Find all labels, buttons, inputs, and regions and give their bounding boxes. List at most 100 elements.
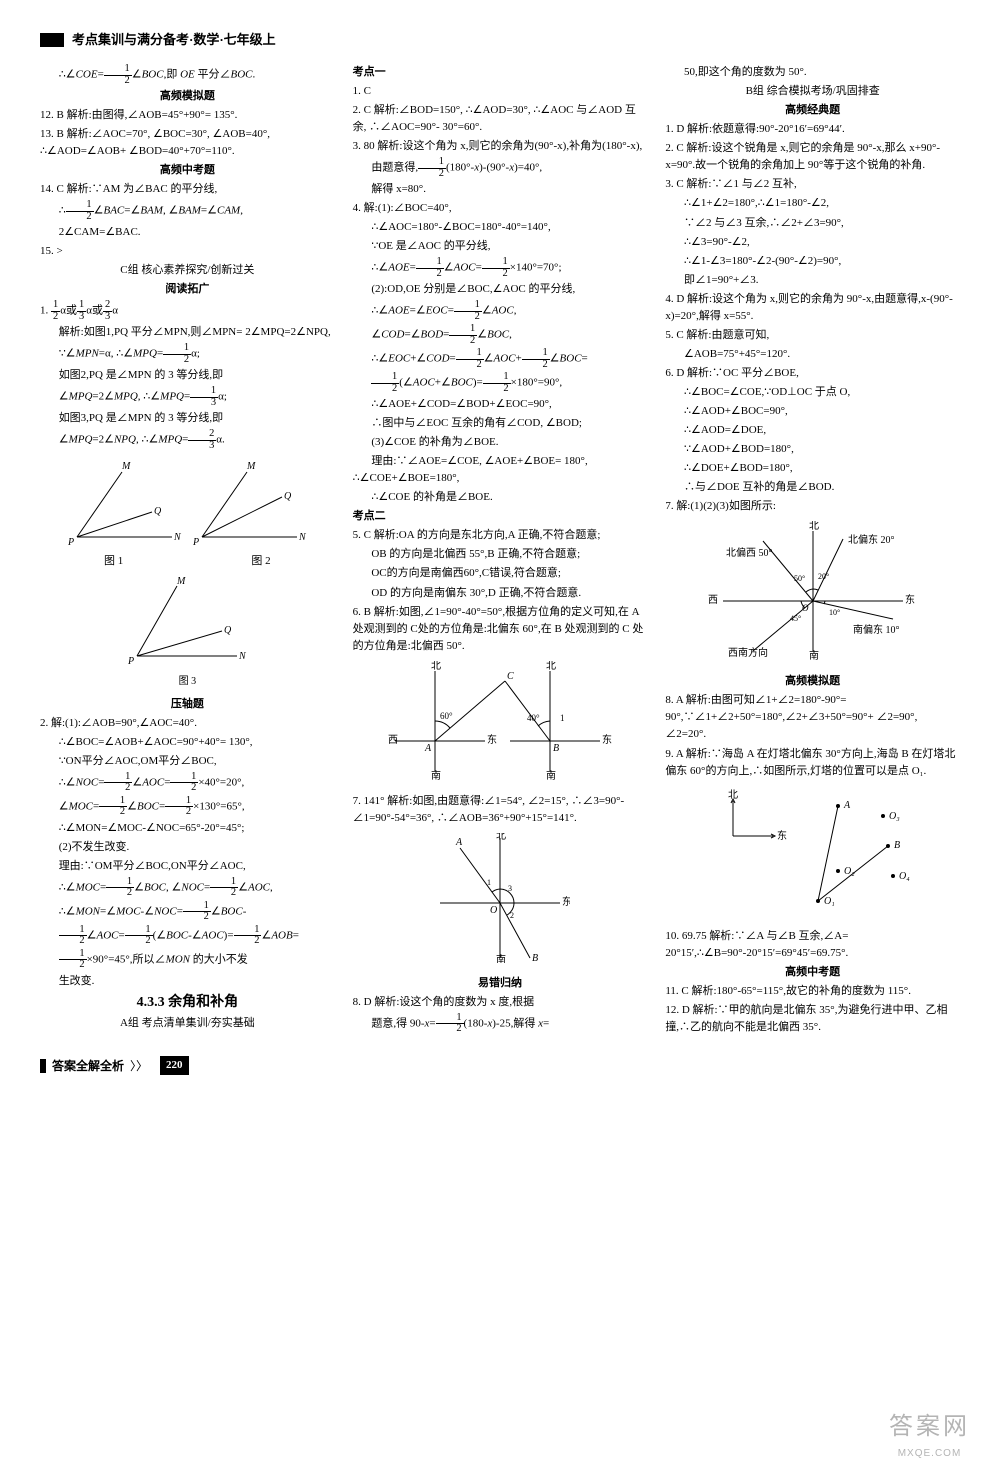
text: ∴∠AOE+∠COD=∠BOD+∠EOC=90°, xyxy=(353,396,648,413)
text: ∴图中与∠EOC 互余的角有∠COD, ∠BOD; xyxy=(353,415,648,432)
text: 8. D 解析:设这个角的度数为 x 度,根据 xyxy=(353,994,648,1011)
svg-text:北: 北 xyxy=(728,789,738,801)
svg-text:南: 南 xyxy=(809,649,819,661)
watermark: 答案网 MXQE.COM xyxy=(889,1408,970,1461)
text: 7. 141° 解析:如图,由题意得:∠1=54°, ∠2=15°, ∴∠3=9… xyxy=(353,793,648,827)
figure-q7: 北 南 东 A B O 1 3 2 xyxy=(353,833,648,969)
text: 11. C 解析:180°-65°=115°,故它的补角的度数为 115°. xyxy=(665,983,960,1000)
text: ∠AOB=75°+45°=120°. xyxy=(665,346,960,363)
svg-text:A: A xyxy=(455,837,463,848)
text: 由题意得,12(180°-x)-(90°-x)=40°, xyxy=(353,157,648,179)
svg-text:C: C xyxy=(507,671,514,682)
svg-text:北: 北 xyxy=(431,661,441,672)
text: ∴∠3=90°-∠2, xyxy=(665,234,960,251)
text: ∴∠BOC=∠COE,∵OD⊥OC 于点 O, xyxy=(665,384,960,401)
text: 解析:如图1,PQ 平分∠MPN,则∠MPN= 2∠MPQ=2∠NPQ, xyxy=(40,324,335,341)
svg-text:南: 南 xyxy=(431,769,441,781)
svg-text:东: 东 xyxy=(602,733,612,746)
svg-text:50°: 50° xyxy=(794,574,805,583)
text: 1. 12α或13α或23α xyxy=(40,300,335,322)
svg-text:北: 北 xyxy=(809,521,819,532)
text: ∴∠1-∠3=180°-∠2-(90°-∠2)=90°, xyxy=(665,253,960,270)
text: OB 的方向是北偏西 55°,B 正确,不符合题意; xyxy=(353,546,648,563)
text: ∴∠MOC=12∠BOC, ∠NOC=12∠AOC, xyxy=(40,877,335,899)
svg-text:Q: Q xyxy=(284,491,292,502)
figure-caption: 图 3 xyxy=(40,674,335,690)
text: 14. C 解析:∵AM 为∠BAC 的平分线, xyxy=(40,181,335,198)
svg-text:O: O xyxy=(802,603,809,613)
text: OD 的方向是南偏东 30°,D 正确,不符合题意. xyxy=(353,585,648,602)
svg-text:M: M xyxy=(121,461,131,472)
text: ∠COD=∠BOD=12∠BOC, xyxy=(353,324,648,346)
text: 题意,得 90-x=12(180-x)-25,解得 x= xyxy=(353,1013,648,1035)
text: 3. 80 解析:设这个角为 x,则它的余角为(90°-x),补角为(180°-… xyxy=(353,138,648,155)
svg-text:北偏东 20°: 北偏东 20° xyxy=(848,533,895,546)
text: ∴∠DOE+∠BOD=180°, xyxy=(665,460,960,477)
svg-text:3: 3 xyxy=(508,884,512,893)
svg-text:A: A xyxy=(843,800,851,811)
figure-caption: 图 1 xyxy=(104,553,123,570)
text: 即∠1=90°+∠3. xyxy=(665,272,960,289)
text: 如图3,PQ 是∠MPN 的 3 等分线,即 xyxy=(40,410,335,427)
section-title: 4.3.3 余角和补角 xyxy=(40,992,335,1014)
text: 8. A 解析:由图可知∠1+∠2=180°-90°= 90°,∵∠1+∠2+5… xyxy=(665,692,960,743)
text: 理由:∵OM平分∠BOC,ON平分∠AOC, xyxy=(40,858,335,875)
footer-label: 答案全解全析 xyxy=(52,1057,124,1076)
figure-q6: 北 南 西 东 北 南 东 A B C 60° 40° 1 xyxy=(353,661,648,787)
svg-text:A: A xyxy=(424,743,432,754)
svg-text:1: 1 xyxy=(487,878,491,887)
text: 2. 解:(1):∠AOB=90°,∠AOC=40°. xyxy=(40,715,335,732)
svg-text:南偏东 10°: 南偏东 10° xyxy=(853,623,900,636)
section-heading: 考点二 xyxy=(353,508,648,525)
svg-text:60°: 60° xyxy=(440,711,453,721)
text: ∴∠MON=∠MOC-∠NOC=12∠BOC- xyxy=(40,901,335,923)
text: 12(∠AOC+∠BOC)=12×180°=90°, xyxy=(353,372,648,394)
svg-text:O₄: O₄ xyxy=(899,871,910,882)
section-heading: 考点一 xyxy=(353,64,648,81)
text: ∠MOC=12∠BOC=12×130°=65°, xyxy=(40,796,335,818)
text: 1. C xyxy=(353,83,648,100)
section-heading: 高频模拟题 xyxy=(665,673,960,690)
text: 3. C 解析:∵∠1 与∠2 互补, xyxy=(665,176,960,193)
text: 10. 69.75 解析:∵∠A 与∠B 互余,∠A= 20°15′,∴∠B=9… xyxy=(665,928,960,962)
text: ∴与∠DOE 互补的角是∠BOD. xyxy=(665,479,960,496)
text: ∴12∠BAC=∠BAM, ∠BAM=∠CAM, xyxy=(40,200,335,222)
figure-3: M Q N P 图 3 xyxy=(40,576,335,690)
text: 如图2,PQ 是∠MPN 的 3 等分线,即 xyxy=(40,367,335,384)
svg-text:1: 1 xyxy=(560,713,565,723)
svg-text:南: 南 xyxy=(496,953,506,963)
svg-text:M: M xyxy=(246,461,256,472)
footer: 答案全解全析 〉〉 220 xyxy=(40,1056,960,1075)
text: ∵∠2 与∠3 互余,∴∠2+∠3=90°, xyxy=(665,215,960,232)
svg-text:东: 东 xyxy=(777,829,787,842)
text: 4. 解:(1):∠BOC=40°, xyxy=(353,200,648,217)
text: ∠MPQ=2∠MPQ, ∴∠MPQ=13α; xyxy=(40,386,335,408)
svg-text:西: 西 xyxy=(388,735,398,746)
text: ∴∠MON=∠MOC-∠NOC=65°-20°=45°; xyxy=(40,820,335,837)
section-heading: B组 综合模拟考场/巩固排查 xyxy=(665,83,960,100)
section-heading: C组 核心素养探究/创新过关 xyxy=(40,262,335,279)
text: ∠MPQ=2∠NPQ, ∴∠MPQ=23α. xyxy=(40,429,335,451)
svg-text:20°: 20° xyxy=(818,572,829,581)
svg-text:B: B xyxy=(894,840,900,851)
text: ∴∠BOC=∠AOB+∠AOC=90°+40°= 130°, xyxy=(40,734,335,751)
text: 15. > xyxy=(40,243,335,260)
section-heading: 高频中考题 xyxy=(40,162,335,179)
text: 4. D 解析:设这个角为 x,则它的余角为 90°-x,由题意得,x-(90°… xyxy=(665,291,960,325)
text: ∴∠1+∠2=180°,∴∠1=180°-∠2, xyxy=(665,195,960,212)
text: ∴∠COE 的补角是∠BOE. xyxy=(353,489,648,506)
figure-col3-q9: 北 东 A B O₁ O₂ O₃ O₄ xyxy=(665,786,960,922)
section-heading: 高频中考题 xyxy=(665,964,960,981)
text: ∴∠AOD+∠BOC=90°, xyxy=(665,403,960,420)
svg-text:O₃: O₃ xyxy=(889,811,900,822)
text: 12. D 解析:∵甲的航向是北偏东 35°,为避免行进中甲、乙相撞,∴乙的航向… xyxy=(665,1002,960,1036)
svg-text:西: 西 xyxy=(708,595,718,606)
text: 解得 x=80°. xyxy=(353,181,648,198)
text: OC的方向是南偏西60°,C错误,符合题意; xyxy=(353,565,648,582)
text: 50,即这个角的度数为 50°. xyxy=(665,64,960,81)
text: (2):OD,OE 分别是∠BOC,∠AOC 的平分线, xyxy=(353,281,648,298)
text: 12×90°=45°,所以∠MON 的大小不发 xyxy=(40,949,335,971)
arrows-icon: 〉〉 xyxy=(130,1057,148,1076)
text: ∵ON平分∠AOC,OM平分∠BOC, xyxy=(40,753,335,770)
svg-text:45°: 45° xyxy=(790,614,801,623)
